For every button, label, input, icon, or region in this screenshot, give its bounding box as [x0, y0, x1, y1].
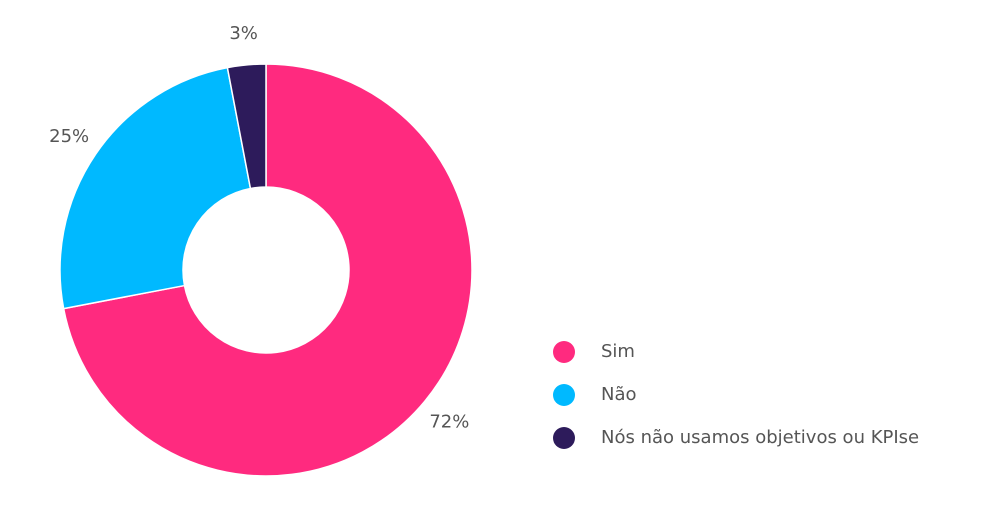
legend-label-no-objectives: Nós não usamos objetivos ou KPIse [601, 427, 920, 448]
value-label-sim: 72% [429, 412, 469, 433]
donut-slice-no-objectives [226, 63, 267, 190]
legend-swatch-sim [553, 340, 575, 363]
legend-item-sim: Sim [553, 330, 919, 373]
value-label-no-objectives: 3% [229, 23, 258, 44]
legend-label-nao: Não [601, 384, 637, 405]
donut-slices [59, 63, 473, 477]
donut-slice-nao [59, 66, 252, 310]
legend-item-no-objectives: Nós não usamos objetivos ou KPIse [553, 416, 919, 459]
chart-legend: Sim Não Nós não usamos objetivos ou KPIs… [553, 330, 919, 459]
legend-swatch-nao [553, 383, 575, 406]
legend-label-sim: Sim [601, 341, 635, 362]
donut-value-labels: 72% 25% 3% [49, 23, 469, 433]
donut-slice-sim [62, 63, 473, 477]
value-label-nao: 25% [49, 126, 89, 147]
legend-swatch-no-objectives [553, 426, 575, 449]
legend-item-nao: Não [553, 373, 919, 416]
